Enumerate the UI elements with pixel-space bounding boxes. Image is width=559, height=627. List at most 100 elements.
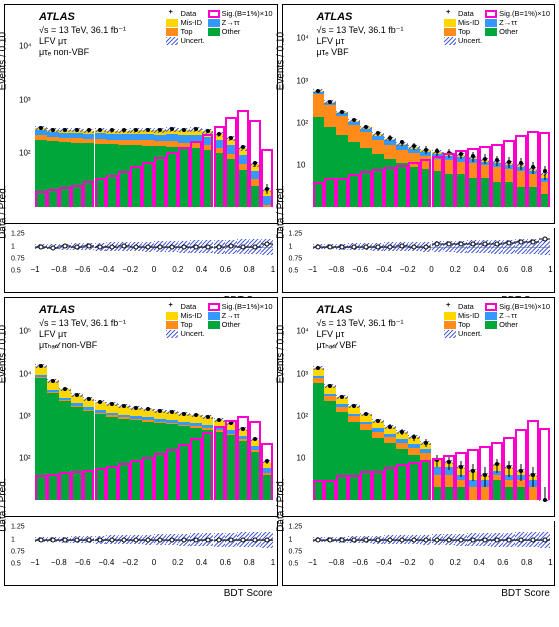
main-plot: Events / 0.10ATLAS√s = 13 TeV, 36.1 fb⁻¹… <box>282 4 556 224</box>
ratio-point <box>483 537 488 542</box>
ratio-point <box>542 537 547 542</box>
legend: DataSig.(B=1%)×10Mis-IDZ→ττTopOtherUncer… <box>166 302 272 338</box>
ratio-area: −1−0.8−0.6−0.4−0.200.20.40.60.81 <box>35 525 273 569</box>
x-tick: 0.2 <box>450 265 461 274</box>
ratio-point <box>86 537 91 542</box>
data-point <box>388 136 392 140</box>
ratio-point <box>50 245 55 250</box>
legend-label: Top <box>458 320 470 329</box>
ratio-point <box>50 537 55 542</box>
x-tick: −0.4 <box>376 265 392 274</box>
ratio-point <box>98 537 103 542</box>
data-point <box>51 379 55 383</box>
signal-step <box>214 426 226 500</box>
ratio-y-tick: 0.75 <box>11 255 25 262</box>
ratio-point <box>181 537 186 542</box>
legend-swatch <box>208 312 220 320</box>
signal-step <box>527 420 539 500</box>
signal-step <box>130 460 142 500</box>
ratio-y-tick: 1 <box>289 536 293 543</box>
legend-swatch <box>166 312 178 320</box>
legend-swatch <box>485 10 497 18</box>
data-point <box>435 149 439 153</box>
legend-swatch <box>444 330 456 338</box>
legend-item: Sig.(B=1%)×10 <box>208 9 273 18</box>
ratio-point <box>435 242 440 247</box>
x-tick: −0.2 <box>122 558 138 567</box>
signal-step <box>408 462 420 500</box>
data-point <box>87 397 91 401</box>
signal-step <box>313 182 325 207</box>
main-plot: Events / 0.10ATLAS√s = 13 TeV, 36.1 fb⁻¹… <box>4 297 278 517</box>
signal-step <box>313 480 325 500</box>
data-point <box>51 128 55 132</box>
y-tick: 10⁴ <box>297 327 309 336</box>
legend-label: Uncert. <box>180 36 204 45</box>
legend-swatch <box>166 330 178 338</box>
panel: Events / 0.10ATLAS√s = 13 TeV, 36.1 fb⁻¹… <box>4 4 278 293</box>
legend-item: Z→ττ <box>208 18 273 27</box>
data-point <box>364 125 368 129</box>
x-tick: −1 <box>30 558 39 567</box>
x-tick: 1 <box>271 265 275 274</box>
ratio-point <box>352 537 357 542</box>
legend-label: Mis-ID <box>458 18 480 27</box>
signal-step <box>249 120 261 207</box>
signal-step <box>83 470 95 500</box>
signal-step <box>515 135 527 207</box>
legend-label: Z→ττ <box>222 18 240 27</box>
data-point <box>352 118 356 122</box>
x-tick: 1 <box>271 558 275 567</box>
data-point <box>376 131 380 135</box>
signal-step <box>202 432 214 500</box>
legend-swatch <box>444 312 456 320</box>
signal-step <box>202 134 214 207</box>
x-tick: 1 <box>548 558 552 567</box>
data-point <box>412 144 416 148</box>
legend-item: Uncert. <box>166 36 204 45</box>
data-point <box>146 128 150 132</box>
legend-item: Sig.(B=1%)×10 <box>485 302 550 311</box>
ratio-area: −1−0.8−0.6−0.4−0.200.20.40.60.81 <box>313 525 551 569</box>
ratio-point <box>241 537 246 542</box>
ratio-point <box>364 244 369 249</box>
signal-step <box>396 464 408 500</box>
ratio-point <box>387 244 392 249</box>
signal-step <box>515 429 527 500</box>
signal-step <box>479 146 491 207</box>
x-tick: −0.4 <box>98 558 114 567</box>
signal-step <box>71 471 83 500</box>
bar-segment <box>360 132 372 148</box>
signal-step <box>384 167 396 207</box>
ratio-y-tick: 1 <box>11 536 15 543</box>
signal-step <box>47 474 59 500</box>
signal-step <box>35 191 47 207</box>
signal-step <box>491 442 503 500</box>
y-tick: 10 <box>297 160 306 169</box>
ratio-point <box>74 244 79 249</box>
legend-label: Top <box>180 320 192 329</box>
legend-label: Data <box>180 9 196 18</box>
data-point <box>352 404 356 408</box>
legend-item: Z→ττ <box>485 311 550 320</box>
legend-label: Z→ττ <box>499 311 517 320</box>
x-tick: 0.8 <box>244 558 255 567</box>
x-tick: −1 <box>30 265 39 274</box>
signal-step <box>336 475 348 500</box>
signal-step <box>130 166 142 207</box>
signal-step <box>455 150 467 207</box>
panel: Events / 0.10ATLAS√s = 13 TeV, 36.1 fb⁻¹… <box>282 297 556 586</box>
y-tick: 10² <box>297 118 309 127</box>
data-point <box>328 384 332 388</box>
ratio-point <box>340 244 345 249</box>
panel: Events / 0.10ATLAS√s = 13 TeV, 36.1 fb⁻¹… <box>4 297 278 586</box>
header-text: ATLAS√s = 13 TeV, 36.1 fb⁻¹LFV μτμτₑ non… <box>39 11 126 59</box>
signal-step <box>372 471 384 500</box>
signal-step <box>360 471 372 500</box>
ratio-point <box>494 537 499 542</box>
ratio-point <box>506 537 511 542</box>
bar-segment <box>396 443 408 450</box>
legend-item: Sig.(B=1%)×10 <box>485 9 550 18</box>
x-tick: −0.2 <box>400 265 416 274</box>
bar-segment <box>384 145 396 159</box>
